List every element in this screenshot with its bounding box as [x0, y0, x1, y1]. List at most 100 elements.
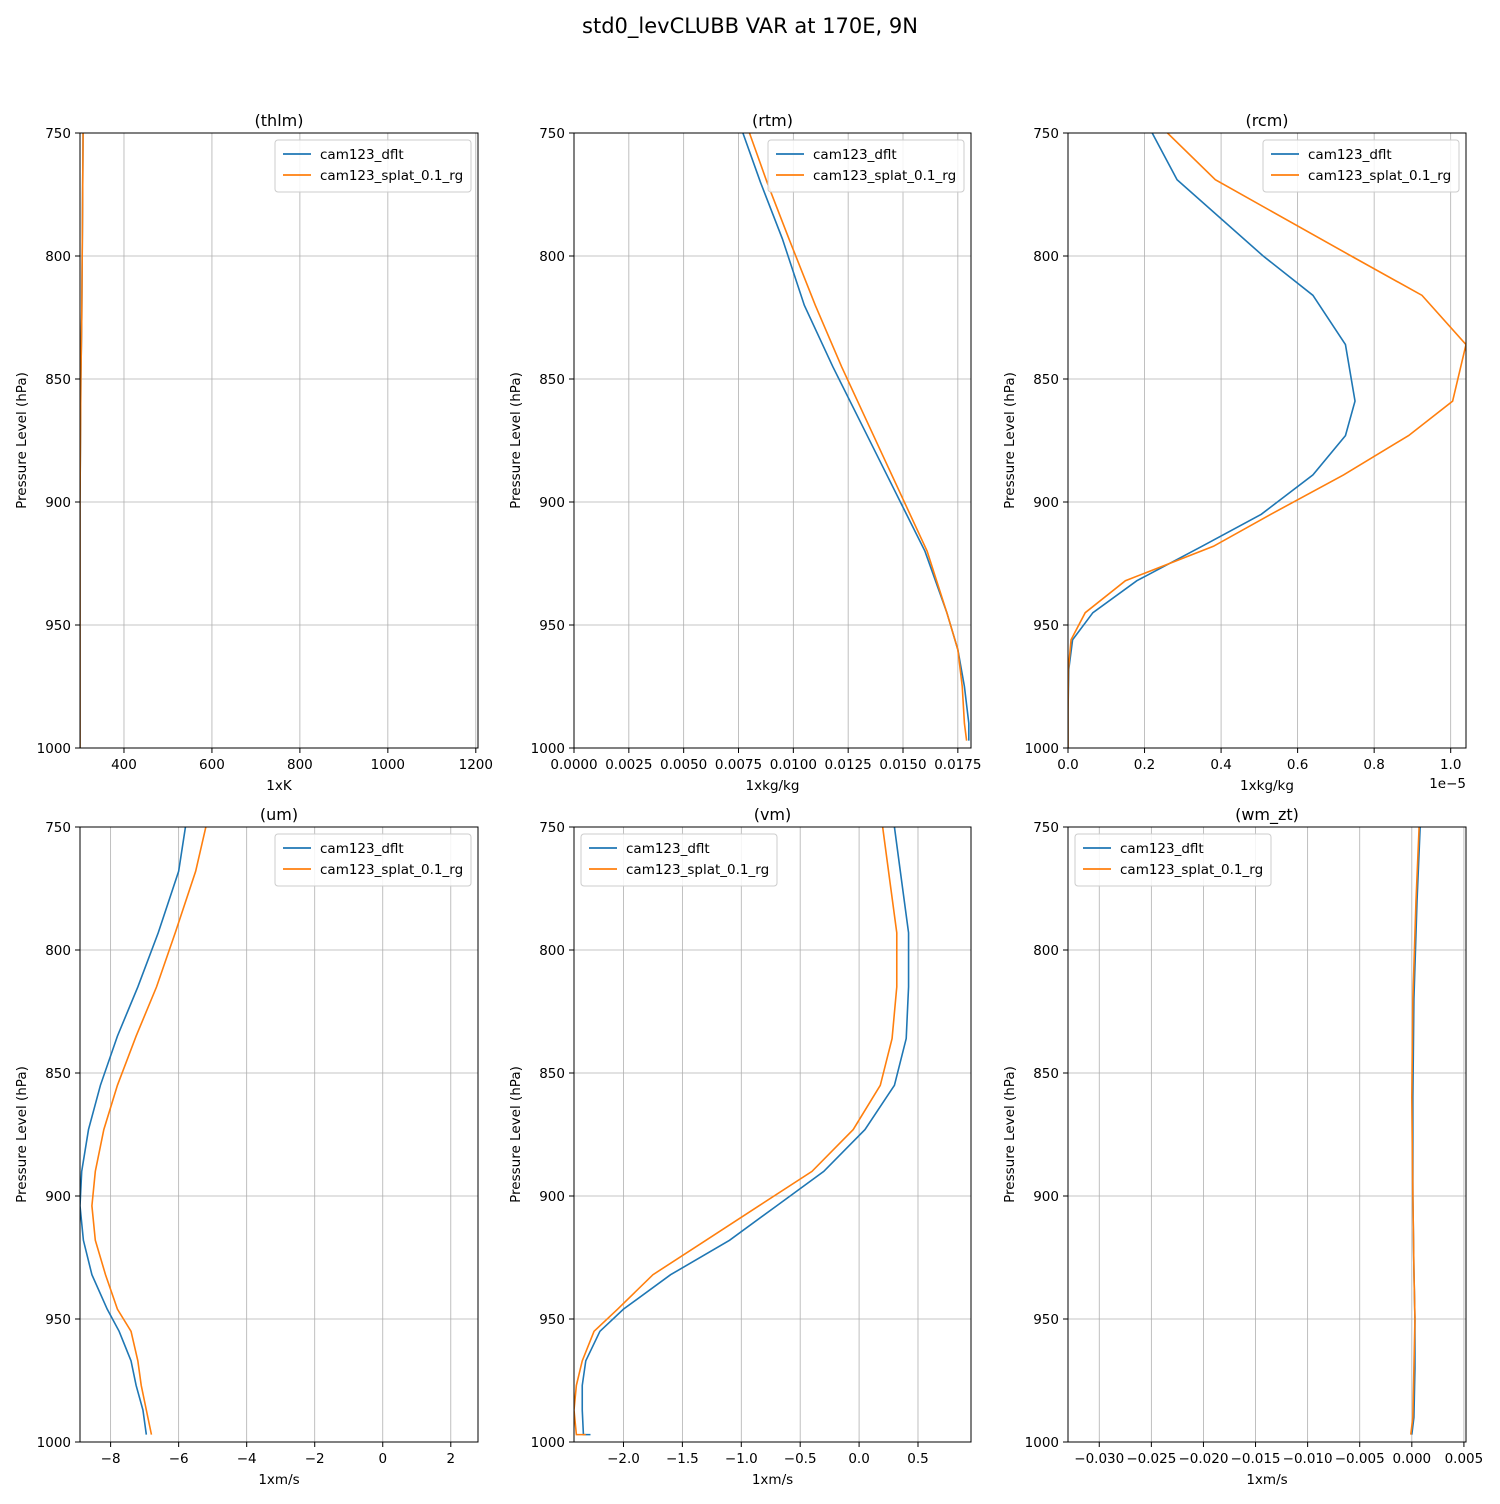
x-tick-label: −0.5: [784, 1451, 817, 1467]
chart-title: (rcm): [1245, 111, 1288, 130]
y-tick-label: 800: [45, 943, 71, 959]
x-tick-label: 0.0100: [770, 757, 817, 773]
x-tick-label: 0.0: [848, 1451, 869, 1467]
series-line-1: [91, 827, 207, 1435]
chart-panel-3: −8 −6 −4 −2 0 2 750 800 850 900 950 1000 (um) 1xm/s Pr…: [14, 805, 479, 1488]
x-axis-label: 1xkg/kg: [1240, 778, 1294, 794]
y-tick-label: 800: [1033, 943, 1059, 959]
x-tick-label: −2.0: [607, 1451, 640, 1467]
y-tick-label: 1000: [531, 741, 565, 757]
legend-box: [274, 833, 472, 887]
legend: cam123_dflt cam123_splat_0.1_rg: [274, 833, 472, 887]
chart-panel-4: −2.0 −1.5 −1.0 −0.5 0.0 0.5 750 800 850 900 950 100…: [508, 805, 972, 1488]
axes-frame: [79, 132, 479, 749]
y-tick-label: 800: [1033, 249, 1059, 265]
y-tick-label: 1000: [37, 1435, 71, 1451]
chart-title: (um): [260, 805, 298, 824]
y-tick-label: 750: [539, 820, 565, 836]
chart-panel-5: −0.030 −0.025 −0.020 −0.015 −0.010 −0.005 0.00…: [1002, 805, 1483, 1488]
x-tick-label: 600: [199, 757, 225, 773]
x-tick-label: 0.0075: [715, 757, 762, 773]
legend-label-1: cam123_splat_0.1_rg: [1308, 168, 1451, 184]
y-tick-label: 950: [539, 618, 565, 634]
y-tick-label: 850: [539, 1066, 565, 1082]
y-tick-label: 900: [45, 1189, 71, 1205]
y-tick-label: 750: [1033, 126, 1059, 142]
x-tick-label: 0.0025: [605, 757, 652, 773]
x-tick-label: 0.0: [1057, 757, 1078, 773]
series-line-1: [748, 133, 968, 741]
x-tick-label: −0.020: [1178, 1451, 1228, 1467]
legend-label-0: cam123_dflt: [320, 841, 404, 857]
series-line-1: [574, 827, 898, 1436]
legend-label-0: cam123_dflt: [320, 147, 404, 163]
y-axis-label: Pressure Level (hPa): [1002, 372, 1018, 509]
y-tick-label: 850: [539, 372, 565, 388]
chart-panel-0: 400 600 800 1000 1200 750 800 850 900 950 1000 (thl…: [14, 111, 493, 794]
y-tick-label: 800: [45, 249, 71, 265]
legend: cam123_dflt cam123_splat_0.1_rg: [274, 139, 472, 193]
legend: cam123_dflt cam123_splat_0.1_rg: [1262, 139, 1460, 193]
x-tick-label: 1200: [459, 757, 493, 773]
y-tick-label: 950: [45, 618, 71, 634]
x-tick-label: −1.5: [666, 1451, 699, 1467]
chart-title: (vm): [754, 805, 792, 824]
x-axis-label: 1xK: [266, 778, 293, 794]
legend-box: [274, 139, 472, 193]
x-tick-label: −0.025: [1126, 1451, 1176, 1467]
x-tick-label: 0.4: [1210, 757, 1231, 773]
x-tick-label: −0.005: [1335, 1451, 1385, 1467]
y-axis-label: Pressure Level (hPa): [14, 1066, 30, 1203]
x-tick-label: 0: [378, 1451, 387, 1467]
y-tick-label: 900: [1033, 495, 1059, 511]
axes-frame: [573, 132, 972, 749]
x-tick-label: 0.5: [907, 1451, 928, 1467]
x-tick-label: −2: [305, 1451, 325, 1467]
legend-label-0: cam123_dflt: [813, 147, 897, 163]
x-tick-label: −0.010: [1283, 1451, 1333, 1467]
y-axis-label: Pressure Level (hPa): [14, 372, 30, 509]
chart-title: (rtm): [752, 111, 793, 130]
legend-box: [1262, 139, 1460, 193]
y-tick-label: 950: [1033, 1312, 1059, 1328]
y-tick-label: 1000: [1025, 1435, 1059, 1451]
y-tick-label: 800: [539, 943, 565, 959]
series-line-0: [80, 827, 187, 1435]
legend-label-1: cam123_splat_0.1_rg: [320, 862, 463, 878]
figure-title: std0_levCLUBB VAR at 170E, 9N: [582, 14, 918, 38]
series-line-0: [742, 133, 970, 741]
legend-label-0: cam123_dflt: [1308, 147, 1392, 163]
x-tick-label: −0.030: [1074, 1451, 1124, 1467]
y-tick-label: 750: [539, 126, 565, 142]
x-tick-label: −1.0: [725, 1451, 758, 1467]
legend-box: [767, 139, 965, 193]
y-tick-label: 1000: [1025, 741, 1059, 757]
legend: cam123_dflt cam123_splat_0.1_rg: [580, 833, 778, 887]
x-tick-label: 0.0050: [660, 757, 707, 773]
series-line-1: [1068, 133, 1466, 748]
x-tick-label: 2: [446, 1451, 455, 1467]
x-tick-label: 0.6: [1287, 757, 1308, 773]
y-tick-label: 950: [1033, 618, 1059, 634]
y-axis-label: Pressure Level (hPa): [508, 1066, 524, 1203]
legend: cam123_dflt cam123_splat_0.1_rg: [1074, 833, 1272, 887]
x-tick-label: 400: [111, 757, 137, 773]
x-tick-label: 1000: [371, 757, 405, 773]
y-tick-label: 950: [45, 1312, 71, 1328]
y-tick-label: 850: [1033, 372, 1059, 388]
y-tick-label: 900: [45, 495, 71, 511]
chart-panel-1: 0.0000 0.0025 0.0050 0.0075 0.0100 0.0125 0.01…: [508, 111, 981, 794]
x-tick-label: 0.000: [1392, 1451, 1431, 1467]
x-tick-label: 0.2: [1134, 757, 1155, 773]
axes-frame: [1067, 132, 1467, 749]
x-axis-label: 1xm/s: [1246, 1472, 1287, 1488]
legend-label-1: cam123_splat_0.1_rg: [626, 862, 769, 878]
y-tick-label: 850: [45, 372, 71, 388]
y-tick-label: 950: [539, 1312, 565, 1328]
y-axis-label: Pressure Level (hPa): [1002, 1066, 1018, 1203]
chart-title: (wm_zt): [1235, 805, 1299, 825]
x-offset-text: 1e−5: [1429, 776, 1466, 792]
y-axis-label: Pressure Level (hPa): [508, 372, 524, 509]
legend-label-1: cam123_splat_0.1_rg: [1120, 862, 1263, 878]
x-tick-label: −6: [169, 1451, 189, 1467]
